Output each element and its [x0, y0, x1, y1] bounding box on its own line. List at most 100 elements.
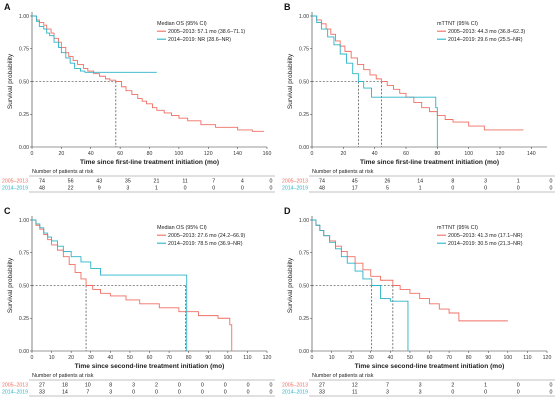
x-tick-label: 70: [446, 355, 452, 361]
x-tick-label: 60: [427, 355, 433, 361]
risk-value: 1: [155, 186, 158, 192]
risk-value: 0: [451, 186, 454, 192]
legend-entry: 2014–2019: 29.6 mo (25.5–NR): [448, 37, 523, 43]
y-axis-title: Survival probability: [287, 257, 294, 313]
legend-title: Median OS (95% CI): [157, 225, 207, 231]
x-tick-label: 100: [175, 151, 184, 157]
risk-value: 3: [484, 179, 487, 185]
risk-value: 4: [241, 179, 244, 185]
y-axis-title: Survival probability: [7, 53, 14, 109]
risk-value: 0: [484, 390, 487, 396]
risk-table-title: Number of patients at risk: [32, 373, 94, 379]
y-axis-title: Survival probability: [7, 257, 14, 313]
risk-row-label: 2005–2013: [282, 383, 308, 389]
x-tick-label: 10: [49, 355, 55, 361]
risk-value: 74: [319, 179, 325, 185]
risk-value: 18: [62, 383, 68, 389]
x-tick-label: 120: [543, 355, 552, 361]
y-tick-label: 0.00: [19, 145, 29, 151]
y-tick-label: 0.50: [299, 79, 309, 85]
y-tick-label: 0.75: [19, 47, 29, 53]
x-tick-label: 0: [31, 151, 34, 157]
panel-c: C 0.00 0.25 0.50 0.75 1.00 0 10 20 30 40 50 60 70 80 90…: [0, 204, 280, 407]
x-tick-label: 90: [485, 355, 491, 361]
y-tick-label: 0.00: [19, 349, 29, 355]
y-tick-label: 1.00: [19, 218, 29, 224]
x-tick-label: 90: [205, 355, 211, 361]
risk-row-label: 2014–2019: [282, 186, 308, 192]
risk-value: 3: [419, 383, 422, 389]
risk-table-title: Number of patients at risk: [32, 169, 94, 175]
y-tick-label: 1.00: [299, 14, 309, 20]
x-tick-label: 100: [464, 151, 473, 157]
y-tick-label: 0.25: [299, 316, 309, 322]
risk-value: 3: [386, 390, 389, 396]
risk-value: 0: [517, 383, 520, 389]
panel-label: B: [284, 2, 291, 12]
risk-value: 0: [550, 390, 553, 396]
risk-value: 0: [178, 383, 181, 389]
risk-value: 3: [109, 390, 112, 396]
risk-value: 11: [352, 390, 358, 396]
risk-value: 0: [201, 390, 204, 396]
risk-value: 0: [517, 390, 520, 396]
risk-value: 0: [155, 390, 158, 396]
risk-value: 43: [96, 179, 102, 185]
risk-value: 0: [270, 186, 273, 192]
risk-value: 45: [352, 179, 358, 185]
x-tick-label: 20: [340, 151, 346, 157]
risk-value: 21: [154, 179, 160, 185]
risk-value: 3: [132, 383, 135, 389]
x-tick-label: 120: [204, 151, 213, 157]
x-axis-title: Time since second-line treatment initiat…: [355, 363, 505, 370]
risk-value: 35: [125, 179, 131, 185]
panel-a: A 0.00 0.25 0.50 0.75 1.00 0 20 40 60 80 100 120 140 1…: [0, 0, 280, 203]
risk-value: 17: [352, 186, 358, 192]
y-tick-label: 0.00: [299, 349, 309, 355]
risk-table-title: Number of patients at risk: [312, 169, 374, 175]
x-tick-label: 30: [368, 355, 374, 361]
y-tick-label: 0.50: [19, 79, 29, 85]
risk-value: 0: [241, 186, 244, 192]
panel-b: B 0.00 0.25 0.50 0.75 1.00 0 20 40 60 80 100 120 140 T…: [280, 0, 560, 203]
risk-value: 11: [182, 179, 188, 185]
risk-value: 1: [484, 383, 487, 389]
risk-value: 22: [68, 186, 74, 192]
legend-entry: 2005–2013: 27.6 mo (24.2–66.9): [168, 233, 245, 239]
survival-curve-2005-2013: [312, 15, 524, 131]
x-tick-label: 120: [263, 355, 272, 361]
x-tick-label: 40: [372, 151, 378, 157]
x-tick-label: 80: [434, 151, 440, 157]
panel-d: D 0.00 0.25 0.50 0.75 1.00 0 10 20 30 40 50 60 70 80 90…: [280, 204, 560, 407]
risk-value: 0: [247, 383, 250, 389]
legend-entry: 2014–2019: NR (28.6–NR): [168, 37, 231, 43]
x-tick-label: 70: [166, 355, 172, 361]
x-tick-label: 80: [466, 355, 472, 361]
risk-value: 0: [550, 383, 553, 389]
x-tick-label: 60: [147, 355, 153, 361]
risk-value: 14: [62, 390, 68, 396]
x-tick-label: 40: [387, 355, 393, 361]
x-tick-label: 160: [263, 151, 272, 157]
x-axis-title: Time since first-line treatment initiati…: [80, 159, 219, 166]
survival-curve-2014-2019: [312, 219, 409, 351]
risk-value: 0: [224, 390, 227, 396]
survival-curve-2014-2019: [32, 219, 188, 351]
x-tick-label: 100: [224, 355, 233, 361]
risk-value: 8: [109, 383, 112, 389]
y-tick-label: 0.75: [19, 251, 29, 257]
risk-row-label: 2014–2019: [2, 390, 28, 396]
risk-value: 9: [98, 186, 101, 192]
x-tick-label: 80: [186, 355, 192, 361]
x-tick-label: 120: [496, 151, 505, 157]
x-tick-label: 20: [348, 355, 354, 361]
x-tick-label: 50: [407, 355, 413, 361]
legend-entry: 2005–2013: 44.3 mo (36.8–62.3): [448, 29, 525, 35]
risk-value: 7: [86, 390, 89, 396]
panel-label: C: [4, 206, 11, 216]
km-chart-c: C0.000.250.500.751.000 10 20 30 40 50 60 70 80 90…: [2, 206, 275, 397]
risk-row-label: 2005–2013: [282, 179, 308, 185]
x-axis-title: Time since first-line treatment initiati…: [360, 159, 499, 166]
risk-value: 0: [178, 390, 181, 396]
risk-value: 2: [451, 383, 454, 389]
